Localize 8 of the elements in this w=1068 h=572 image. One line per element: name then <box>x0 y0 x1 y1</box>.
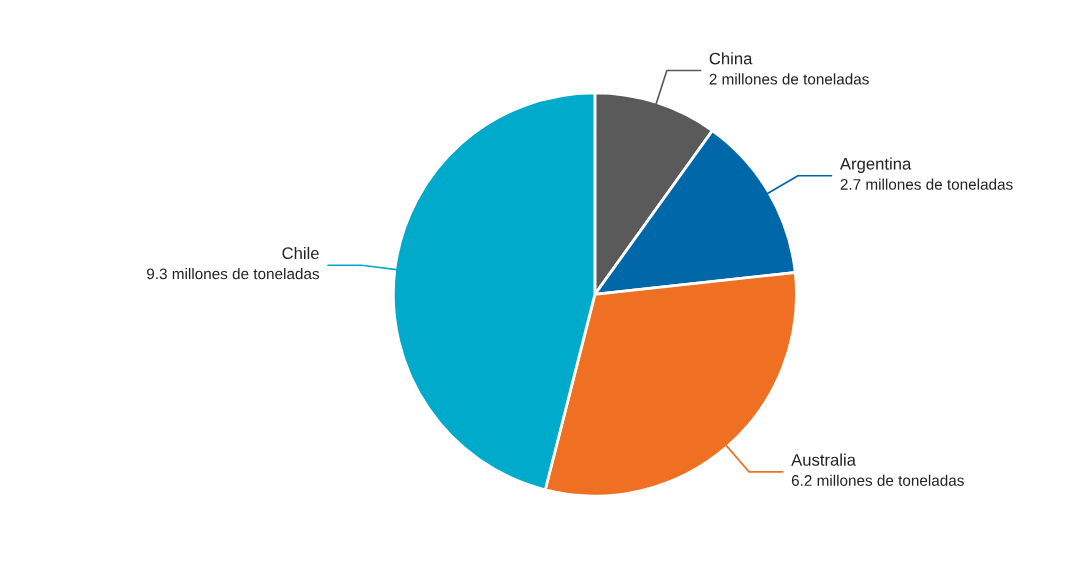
data-label: 2 millones de toneladas <box>709 73 869 85</box>
data-label: 6.2 millones de toneladas <box>791 474 964 486</box>
slice-label: China <box>709 52 753 65</box>
data-label: 9.3 millones de toneladas <box>147 268 320 280</box>
slice-label: Chile <box>282 246 319 260</box>
slice-label: Argentina <box>839 157 912 173</box>
data-label: 2.7 millones de toneladas <box>840 178 1013 190</box>
slice-label: Australia <box>791 453 856 466</box>
